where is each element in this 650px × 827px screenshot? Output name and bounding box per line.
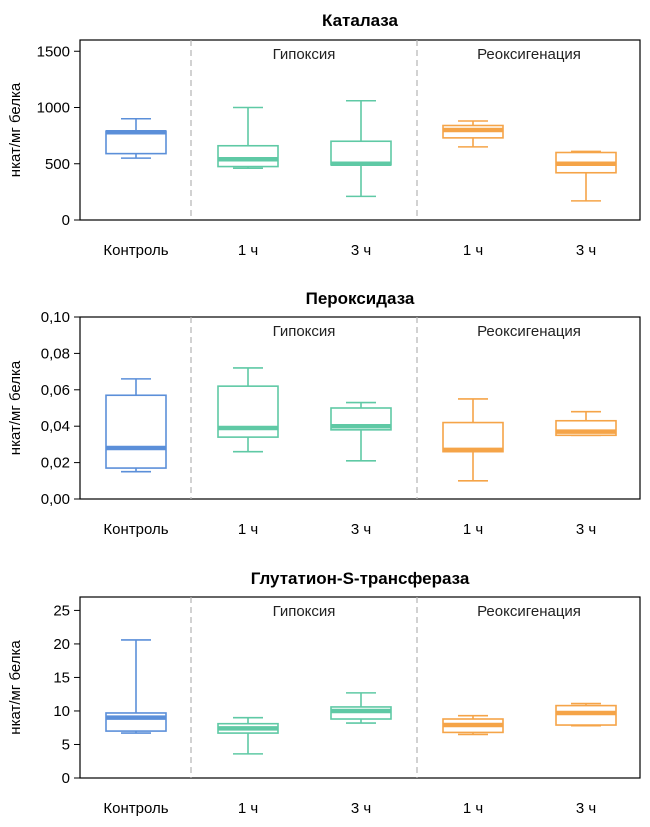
- y-tick-label: 0: [62, 770, 70, 787]
- box-2: [217, 106, 279, 170]
- y-tick-label: 1000: [37, 100, 70, 117]
- x-tick-label: 3 ч: [351, 800, 371, 817]
- chart-panel-3: Глутатион-S-трансфераза Гипоксия Реоксиген…: [7, 569, 641, 817]
- x-tick-label: 3 ч: [351, 242, 371, 259]
- x-tick-label: Контроль: [103, 242, 168, 259]
- y-tick-label: 0,08: [41, 345, 70, 362]
- x-tick-label: 3 ч: [576, 800, 596, 817]
- y-tick-label: 0,02: [41, 455, 70, 472]
- iqr-box: [442, 421, 504, 453]
- box-5: [555, 702, 617, 727]
- y-tick-label: 0,00: [41, 491, 70, 508]
- group-label: Реоксигенация: [477, 603, 581, 620]
- box-2: [217, 367, 279, 453]
- y-tick-label: 500: [45, 156, 70, 173]
- iqr-box: [555, 704, 617, 726]
- y-tick-label: 0,10: [41, 309, 70, 326]
- group-label: Гипоксия: [273, 323, 336, 340]
- y-tick-label: 15: [53, 669, 70, 686]
- box-5: [555, 410, 617, 437]
- y-tick-label: 5: [62, 736, 70, 753]
- y-tick-label: 20: [53, 636, 70, 653]
- y-tick-label: 1500: [37, 43, 70, 60]
- box-1: [105, 117, 167, 159]
- x-tick-label: 1 ч: [463, 521, 483, 538]
- y-axis-label: нкат/мг белка: [7, 82, 24, 177]
- y-tick-label: 10: [53, 703, 70, 720]
- box-3: [330, 401, 392, 462]
- x-tick-label: 3 ч: [576, 521, 596, 538]
- group-label: Реоксигенация: [477, 323, 581, 340]
- plot-frame: [79, 596, 641, 779]
- x-tick-label: 1 ч: [463, 242, 483, 259]
- box-2: [217, 716, 279, 755]
- box-1: [105, 378, 167, 473]
- box-4: [442, 120, 504, 148]
- plot-frame: [79, 316, 641, 500]
- group-label: Реоксигенация: [477, 46, 581, 63]
- y-tick-label: 0: [62, 212, 70, 229]
- chart-panel-1: Каталаза Гипоксия Реоксигенация 0 500 1000 150…: [7, 11, 641, 259]
- y-axis-label: нкат/мг белка: [7, 640, 24, 735]
- y-tick-label: 0,04: [41, 418, 70, 435]
- chart-title: Глутатион-S-трансфераза: [251, 569, 470, 588]
- box-4: [442, 714, 504, 736]
- box-4: [442, 398, 504, 482]
- plot-frame: [79, 39, 641, 221]
- x-tick-label: Контроль: [103, 521, 168, 538]
- x-tick-label: Контроль: [103, 800, 168, 817]
- chart-title: Каталаза: [322, 11, 399, 30]
- y-axis-label: нкат/мг белка: [7, 360, 24, 455]
- y-tick-label: 0,06: [41, 382, 70, 399]
- x-tick-label: 3 ч: [351, 521, 371, 538]
- x-tick-label: 1 ч: [238, 800, 258, 817]
- box-1: [105, 639, 167, 734]
- group-label: Гипоксия: [273, 46, 336, 63]
- box-3: [330, 692, 392, 724]
- group-label: Гипоксия: [273, 603, 336, 620]
- box-5: [555, 150, 617, 202]
- iqr-box: [105, 394, 167, 469]
- x-tick-label: 1 ч: [238, 242, 258, 259]
- chart-title: Пероксидаза: [306, 289, 415, 308]
- x-tick-label: 1 ч: [463, 800, 483, 817]
- box-3: [330, 99, 392, 198]
- x-tick-label: 1 ч: [238, 521, 258, 538]
- iqr-box: [217, 144, 279, 168]
- x-tick-label: 3 ч: [576, 242, 596, 259]
- chart-panel-2: Пероксидаза Гипоксия Реоксигенация 0,00 0,02…: [7, 289, 641, 538]
- y-tick-label: 25: [53, 602, 70, 619]
- iqr-box: [330, 140, 392, 166]
